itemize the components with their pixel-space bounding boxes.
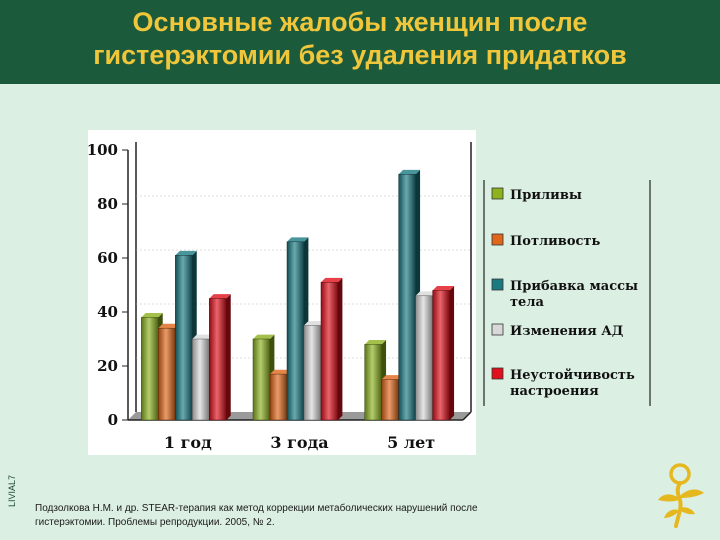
bar-side <box>338 277 343 420</box>
legend-swatch <box>491 323 504 336</box>
bar <box>303 325 322 421</box>
x-category-label: 5 лет <box>387 433 435 452</box>
legend-swatch <box>491 367 504 380</box>
bar-top <box>398 169 421 175</box>
y-tick-label: 0 <box>108 411 118 429</box>
bar-top <box>415 291 438 296</box>
x-category-label: 3 года <box>270 433 328 452</box>
legend-label: настроения <box>510 384 599 399</box>
bar-top <box>381 375 404 380</box>
bar <box>252 338 271 421</box>
legend-label: Прибавка массы <box>510 279 638 294</box>
slide-title-line-2: гистерэктомии без удаления придатков <box>93 40 627 70</box>
citation-line-1: Подзолкова Н.М. и др. STEAR-терапия как … <box>35 503 478 514</box>
citation: Подзолкова Н.М. и др. STEAR-терапия как … <box>35 502 625 530</box>
x-axis-depth-line <box>462 411 472 421</box>
bar <box>415 295 433 421</box>
bar-top <box>209 294 231 299</box>
flower-logo-icon <box>658 463 704 528</box>
bar <box>158 327 176 421</box>
bar <box>175 255 193 421</box>
bar <box>192 338 210 421</box>
bar <box>364 344 382 421</box>
legend-label: Потливость <box>510 234 600 249</box>
bar <box>286 241 305 421</box>
bar-side <box>449 286 455 420</box>
y-tick-label: 40 <box>97 303 118 321</box>
legend-label: Приливы <box>510 188 582 203</box>
bar-top <box>270 369 292 375</box>
slide-title: Основные жалобы женщин после гистерэктом… <box>0 6 720 72</box>
legend-label: Изменения АД <box>510 324 623 339</box>
bar <box>398 174 416 421</box>
title-banner <box>0 0 720 84</box>
bar-top <box>175 250 197 256</box>
bar <box>209 298 227 421</box>
bar-top <box>364 340 387 345</box>
side-code-label: LIVIAL7 <box>7 474 17 508</box>
bar <box>432 290 450 421</box>
legend-swatch <box>491 233 504 246</box>
y-tick-label: 100 <box>87 141 118 159</box>
bar-top <box>253 334 275 339</box>
slide-title-line-1: Основные жалобы женщин после <box>132 7 588 37</box>
bar-top <box>304 321 326 326</box>
legend-swatch <box>491 278 504 291</box>
legend-swatch <box>491 187 504 200</box>
bar <box>269 373 288 421</box>
bar-top <box>141 313 163 318</box>
y-tick-label: 20 <box>97 357 118 375</box>
bar <box>320 282 339 421</box>
bar <box>381 379 399 421</box>
y-tick-label: 60 <box>97 249 118 267</box>
legend-label: Неустойчивость <box>510 368 635 383</box>
y-tick-label: 80 <box>97 195 118 213</box>
bar-top <box>432 286 455 291</box>
legend-label: тела <box>510 295 544 310</box>
bar-top <box>321 277 343 283</box>
bar-side <box>226 294 231 420</box>
bar <box>141 317 159 421</box>
bar-top <box>192 334 214 339</box>
bar-top <box>158 323 180 329</box>
citation-line-2: гистерэктомии. Проблемы репродукции. 200… <box>35 517 275 528</box>
bar-top <box>287 237 309 242</box>
x-category-label: 1 год <box>164 433 212 452</box>
